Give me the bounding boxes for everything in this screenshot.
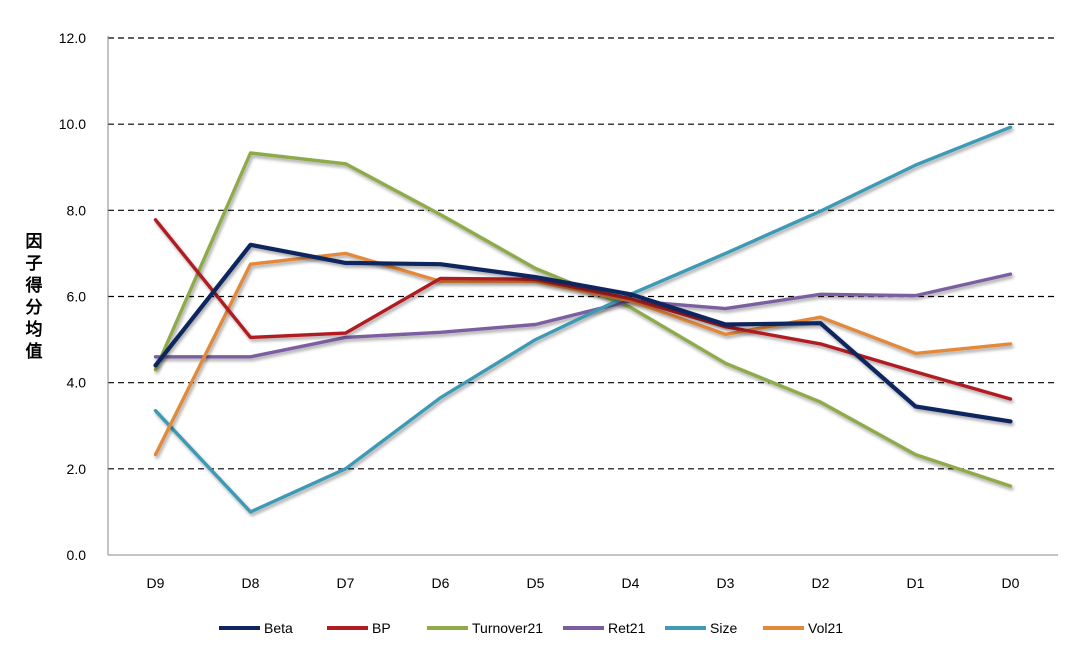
- series-line-beta: [153, 242, 1013, 424]
- legend-item-ret21: Ret21: [563, 620, 646, 636]
- y-tick-label: 12.0: [59, 30, 86, 46]
- y-tick-label: 10.0: [59, 116, 86, 132]
- legend-label: Ret21: [608, 620, 646, 636]
- tick-labels: 0.0 2.0 4.0 6.0 8.0 10.0 12.0 D9 D8 D7 D6 D5 D4 D3 D2 D…: [59, 30, 1020, 591]
- x-tick-label: D5: [527, 575, 545, 591]
- series-line-bp: [153, 218, 1013, 401]
- legend-label: Vol21: [808, 620, 843, 636]
- legend-item-beta: Beta: [219, 620, 293, 636]
- x-tick-label: D9: [147, 575, 165, 591]
- legend-label: BP: [372, 620, 391, 636]
- x-tick-label: D0: [1002, 575, 1020, 591]
- x-tick-label: D6: [432, 575, 450, 591]
- x-tick-label: D8: [242, 575, 260, 591]
- axes: [107, 36, 1058, 556]
- legend-label: Beta: [264, 620, 293, 636]
- legend-item-bp: BP: [327, 620, 391, 636]
- series-line-ret21: [153, 272, 1013, 359]
- x-tick-label: D2: [812, 575, 830, 591]
- x-tick-label: D7: [337, 575, 355, 591]
- series-line-vol21: [153, 251, 1013, 457]
- series-line-size: [153, 125, 1013, 514]
- y-axis-title: 因子得分均值: [25, 232, 43, 362]
- series-line-turnover21: [153, 151, 1013, 488]
- series-lines: [153, 125, 1013, 514]
- legend-item-vol21: Vol21: [763, 620, 843, 636]
- y-tick-label: 8.0: [67, 202, 87, 218]
- x-tick-label: D1: [907, 575, 925, 591]
- y-tick-label: 2.0: [67, 461, 87, 477]
- legend-label: Size: [710, 620, 737, 636]
- x-tick-label: D4: [622, 575, 640, 591]
- legend-item-size: Size: [665, 620, 737, 636]
- y-tick-label: 4.0: [67, 375, 87, 391]
- legend: Beta BP Turnover21 Ret21 Size Vol21: [219, 620, 843, 636]
- y-tick-label: 0.0: [67, 547, 87, 563]
- legend-item-turnover21: Turnover21: [427, 620, 543, 636]
- y-tick-label: 6.0: [67, 289, 87, 305]
- legend-label: Turnover21: [472, 620, 543, 636]
- x-tick-label: D3: [717, 575, 735, 591]
